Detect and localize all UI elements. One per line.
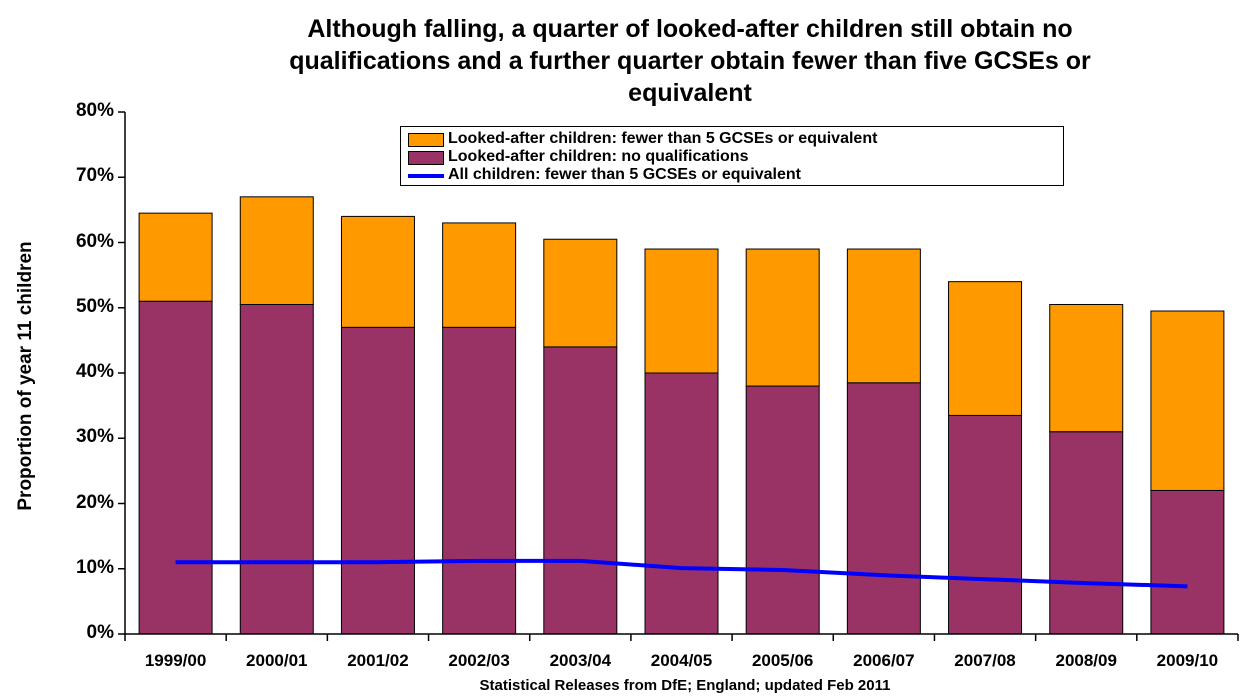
legend-swatch-purple	[408, 151, 444, 165]
y-tick-label: 10%	[75, 556, 114, 578]
y-tick-label: 50%	[75, 295, 114, 317]
y-tick-label: 60%	[75, 230, 114, 252]
y-tick-label: 40%	[75, 361, 114, 382]
legend-label: Looked-after children: no qualifications	[448, 148, 749, 165]
y-tick-label: 20%	[75, 491, 114, 513]
x-axis-label: Statistical Releases from DfE; England; …	[479, 677, 891, 694]
y-axis-label: Proportion of year 11 children	[15, 241, 36, 511]
bar-fewer-than-5-2009-10	[1150, 310, 1225, 491]
x-tick-label: 2006/07	[853, 651, 915, 670]
legend: Looked-after children: fewer than 5 GCSE…	[400, 126, 1064, 186]
y-tick-label: 80%	[75, 100, 114, 121]
bar-fewer-than-5-2005-06	[745, 248, 820, 387]
bar-fewer-than-5-2000-01	[239, 196, 314, 305]
bar-fewer-than-5-2004-05	[644, 248, 719, 374]
x-tick-label: 2002/03	[448, 651, 510, 670]
bar-fewer-than-5-2001-02	[340, 215, 415, 328]
chart-title-line-3: equivalent	[628, 79, 752, 107]
y-tick-label: 70%	[75, 165, 114, 187]
series-line-all-children	[175, 558, 1188, 589]
chart-title-line-1: Although falling, a quarter of looked-af…	[307, 15, 1073, 43]
bar-no-qualifications-2003-04	[543, 346, 618, 635]
bar-fewer-than-5-2003-04	[543, 238, 618, 348]
x-tick-label: 2005/06	[751, 651, 814, 670]
legend-swatch-orange	[408, 133, 444, 147]
bar-fewer-than-5-1999-00	[138, 212, 213, 302]
bar-no-qualifications-2002-03	[442, 326, 517, 635]
x-tick-label: 2001/02	[347, 651, 409, 670]
x-tick-label: 2009/10	[1156, 651, 1219, 670]
bar-fewer-than-5-2008-09	[1049, 303, 1124, 433]
bar-fewer-than-5-2006-07	[846, 248, 921, 384]
y-tick-label: 0%	[86, 622, 114, 643]
bar-no-qualifications-2005-06	[745, 385, 820, 635]
x-tick-label: 1999/00	[144, 651, 207, 670]
bar-no-qualifications-2008-09	[1049, 431, 1124, 635]
x-tick-label: 2008/09	[1055, 651, 1117, 670]
legend-line-blue	[408, 174, 444, 178]
bar-fewer-than-5-2007-08	[948, 281, 1023, 416]
bar-no-qualifications-2006-07	[846, 382, 921, 635]
x-tick-label: 2003/04	[549, 651, 612, 670]
bar-fewer-than-5-2002-03	[442, 222, 517, 328]
bar-no-qualifications-2001-02	[340, 326, 415, 635]
y-tick-label: 30%	[75, 426, 114, 448]
legend-label: Looked-after children: fewer than 5 GCSE…	[448, 130, 878, 147]
x-tick-label: 2000/01	[246, 651, 308, 670]
bar-no-qualifications-2007-08	[948, 414, 1023, 635]
bar-no-qualifications-1999-00	[138, 300, 213, 635]
bar-no-qualifications-2000-01	[239, 303, 314, 635]
x-tick-label: 2007/08	[954, 651, 1016, 670]
chart-title-line-2: qualifications and a further quarter obt…	[289, 47, 1091, 75]
legend-label: All children: fewer than 5 GCSEs or equi…	[448, 166, 801, 183]
bar-no-qualifications-2004-05	[644, 372, 719, 635]
bar-no-qualifications-2009-10	[1150, 489, 1225, 635]
x-tick-label: 2004/05	[650, 651, 713, 670]
